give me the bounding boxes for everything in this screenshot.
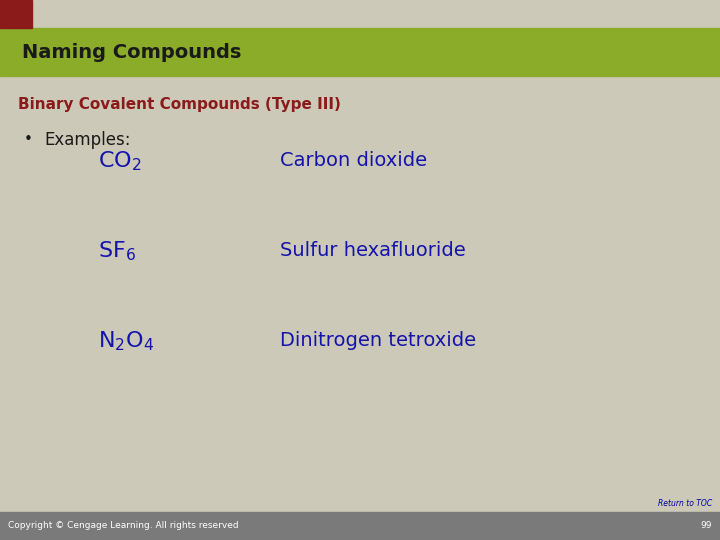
Text: Naming Compounds: Naming Compounds bbox=[22, 43, 241, 62]
Bar bbox=[0, 512, 720, 540]
Text: •: • bbox=[24, 132, 33, 147]
Text: Copyright © Cengage Learning. All rights reserved: Copyright © Cengage Learning. All rights… bbox=[8, 522, 238, 530]
Text: $\mathregular{N_2O_4}$: $\mathregular{N_2O_4}$ bbox=[98, 329, 154, 353]
Bar bbox=[0, 0, 32, 28]
Text: Return to TOC: Return to TOC bbox=[658, 499, 712, 508]
Text: 99: 99 bbox=[701, 522, 712, 530]
Text: Sulfur hexafluoride: Sulfur hexafluoride bbox=[280, 241, 466, 260]
Text: Examples:: Examples: bbox=[44, 131, 130, 149]
Text: Dinitrogen tetroxide: Dinitrogen tetroxide bbox=[280, 332, 476, 350]
Bar bbox=[0, 0, 720, 28]
Bar bbox=[0, 28, 720, 76]
Text: $\mathregular{CO_2}$: $\mathregular{CO_2}$ bbox=[98, 149, 142, 173]
Text: Binary Covalent Compounds (Type III): Binary Covalent Compounds (Type III) bbox=[18, 97, 341, 111]
Text: Carbon dioxide: Carbon dioxide bbox=[280, 152, 427, 171]
Text: $\mathregular{SF_6}$: $\mathregular{SF_6}$ bbox=[98, 239, 136, 263]
